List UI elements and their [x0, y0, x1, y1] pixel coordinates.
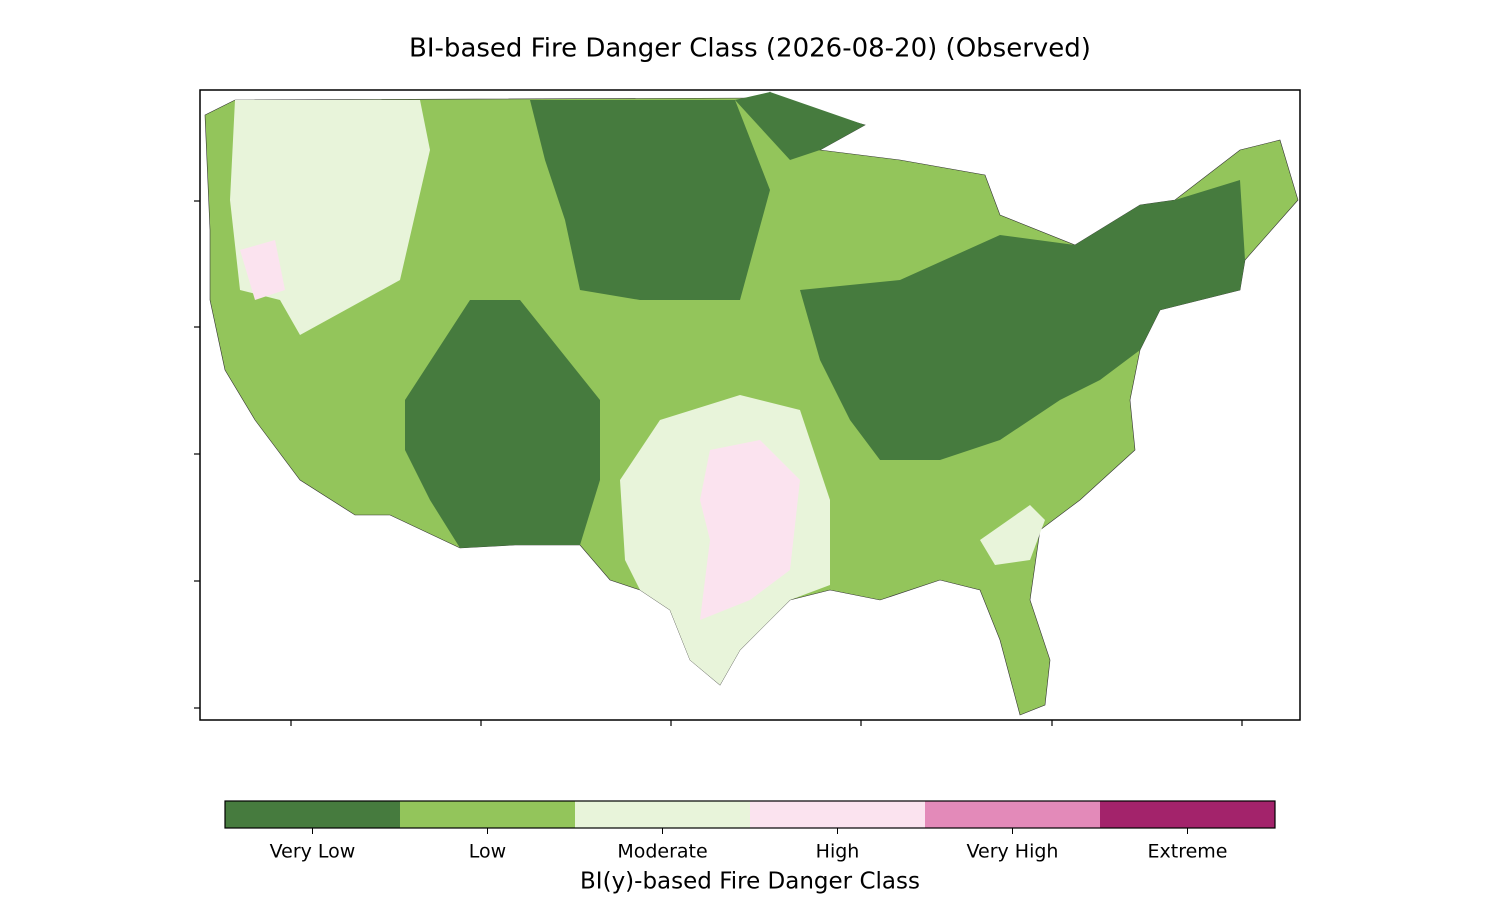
region-high	[700, 440, 800, 620]
colorbar-swatch	[225, 801, 400, 828]
colorbar-tick-label: Extreme	[1148, 841, 1228, 863]
region-very-low	[735, 92, 865, 160]
map	[204, 91, 1299, 716]
colorbar-swatch	[575, 801, 750, 828]
colorbar-tick-label: Low	[469, 841, 506, 863]
region-high	[240, 240, 285, 300]
title: BI-based Fire Danger Class (2026-08-20) …	[409, 34, 1091, 64]
colorbar-swatch	[1100, 801, 1275, 828]
map-frame	[199, 89, 1301, 721]
colorbar-tick-label: Very Low	[270, 841, 356, 863]
colorbar-tick-label: High	[816, 841, 860, 863]
colorbar-frame	[224, 800, 1276, 829]
colorbar-swatch	[925, 801, 1100, 828]
region-moderate	[980, 505, 1045, 565]
region-very-low	[405, 300, 600, 548]
region-very-low	[800, 180, 1245, 460]
colorbar: Very Low Low Moderate High Very High Extreme	[224, 800, 1276, 863]
region-very-low	[530, 100, 770, 300]
colorbar-swatch	[750, 801, 925, 828]
colorbar-tick-label: Moderate	[617, 841, 707, 863]
colorbar-tick-label: Very High	[967, 841, 1059, 863]
axis-ticks	[194, 200, 1243, 726]
colorbar-swatch	[400, 801, 575, 828]
colorbar-label: BI(y)-based Fire Danger Class	[580, 869, 920, 895]
